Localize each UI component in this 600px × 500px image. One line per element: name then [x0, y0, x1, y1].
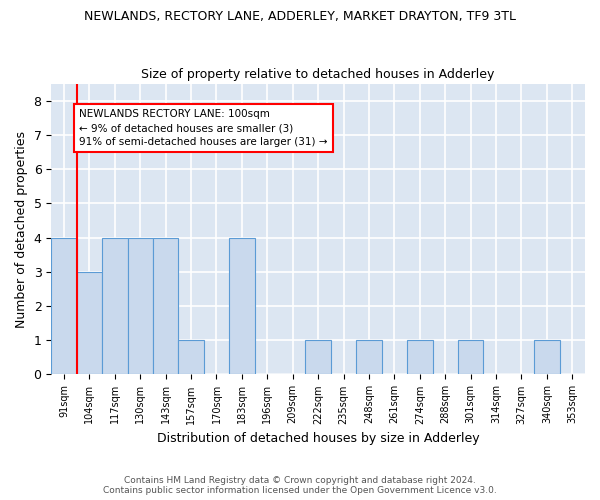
Bar	[178, 340, 204, 374]
Text: NEWLANDS RECTORY LANE: 100sqm
← 9% of detached houses are smaller (3)
91% of sem: NEWLANDS RECTORY LANE: 100sqm ← 9% of de…	[79, 109, 328, 147]
X-axis label: Distribution of detached houses by size in Adderley: Distribution of detached houses by size …	[157, 432, 479, 445]
Y-axis label: Number of detached properties: Number of detached properties	[15, 130, 28, 328]
Bar	[77, 272, 102, 374]
Text: Contains HM Land Registry data © Crown copyright and database right 2024.
Contai: Contains HM Land Registry data © Crown c…	[103, 476, 497, 495]
Bar	[51, 238, 77, 374]
Bar	[407, 340, 433, 374]
Bar	[153, 238, 178, 374]
Bar	[229, 238, 254, 374]
Bar	[128, 238, 153, 374]
Bar	[356, 340, 382, 374]
Bar	[458, 340, 484, 374]
Bar	[534, 340, 560, 374]
Bar	[102, 238, 128, 374]
Text: NEWLANDS, RECTORY LANE, ADDERLEY, MARKET DRAYTON, TF9 3TL: NEWLANDS, RECTORY LANE, ADDERLEY, MARKET…	[84, 10, 516, 23]
Bar	[305, 340, 331, 374]
Title: Size of property relative to detached houses in Adderley: Size of property relative to detached ho…	[142, 68, 495, 81]
